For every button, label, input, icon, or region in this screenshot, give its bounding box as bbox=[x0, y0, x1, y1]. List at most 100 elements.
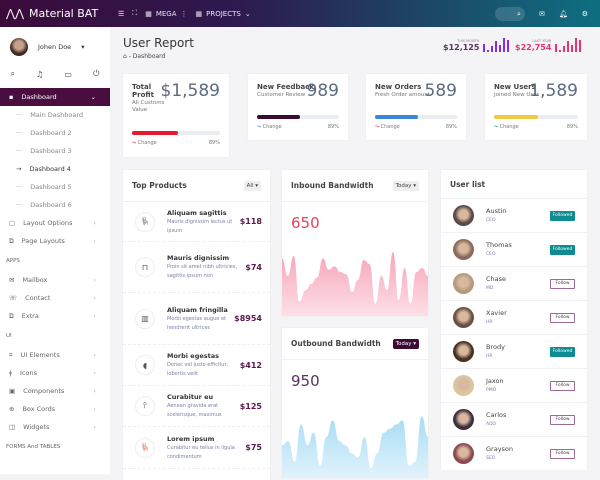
follow-button[interactable]: Follow bbox=[550, 312, 575, 323]
avatar bbox=[453, 239, 474, 260]
card-title: User list bbox=[450, 179, 486, 189]
stat-progress-bar bbox=[494, 115, 578, 119]
user-role: HR bbox=[486, 353, 493, 359]
stat-value: 589 bbox=[424, 81, 457, 101]
chevron-right-icon: › bbox=[93, 351, 96, 359]
chevron-right-icon: › bbox=[93, 276, 96, 284]
gear-icon[interactable]: ⚙ bbox=[581, 9, 588, 18]
sidebar-item-dashboard-3[interactable]: ··· Dashboard 3 bbox=[16, 147, 72, 155]
product-name: Curabitur eu bbox=[167, 393, 214, 401]
user-role: SEO bbox=[486, 455, 496, 461]
fullscreen-icon[interactable]: ⛶ bbox=[132, 9, 138, 17]
stat-subtitle: Joined New User bbox=[494, 92, 539, 98]
breadcrumb-dashboard[interactable]: Dashboard bbox=[132, 53, 166, 60]
chevron-right-icon: › bbox=[93, 312, 96, 320]
avatar bbox=[453, 409, 474, 430]
chevron-down-icon: ⌄ bbox=[90, 93, 96, 101]
bell-icon[interactable]: 🔔︎ bbox=[558, 9, 568, 18]
mail-icon[interactable]: ✉ bbox=[538, 9, 545, 18]
card-title: Inbound Bandwidth bbox=[291, 181, 374, 190]
product-row[interactable]: ⫯ Curabitur eu Aenean gravida erat sceleri… bbox=[123, 386, 270, 427]
product-row[interactable]: 🪑︎ Aliquam sagittis Mauris dignissim lectu… bbox=[123, 202, 270, 242]
product-price: $125 bbox=[239, 401, 262, 411]
sidebar-item-dashboard-6[interactable]: ··· Dashboard 6 bbox=[16, 201, 72, 209]
sidebar-item-dashboard-4[interactable]: → Dashboard 4 bbox=[16, 165, 71, 173]
card-title: Top Products bbox=[132, 181, 187, 190]
armchair-icon: ◖ bbox=[135, 355, 155, 375]
mail-icon: ✉ bbox=[9, 276, 15, 284]
user-row: Thomas CEO Followed bbox=[441, 233, 587, 267]
power-icon[interactable]: ⏻ bbox=[93, 69, 100, 78]
globe-icon: ⊕ bbox=[9, 405, 15, 413]
breadcrumb: ⌂ - Dashboard bbox=[123, 53, 166, 60]
stat-progress-bar bbox=[257, 115, 339, 119]
product-desc: Morbi egestas augue et hendrerit ultrice… bbox=[167, 315, 227, 331]
product-row[interactable]: ▥ Aliquam fringilla Morbi egestas augue et… bbox=[123, 293, 270, 345]
search-input[interactable]: ⌕ bbox=[494, 6, 525, 21]
product-desc: Mauris dignissim lectus ut ipsum bbox=[167, 218, 233, 234]
product-row[interactable]: 🪑︎ Lorem ipsum Curabitur eu tellus in ligu… bbox=[123, 427, 270, 469]
follow-button[interactable]: Follow bbox=[550, 278, 575, 289]
followed-button[interactable]: Followed bbox=[550, 346, 575, 357]
sidebar-item-mailbox[interactable]: ✉ Mailbox › bbox=[9, 276, 96, 284]
stat-title: New Orders Fresh Order amount bbox=[375, 83, 430, 98]
sidebar-item-contact[interactable]: ☏ Contact › bbox=[9, 294, 96, 302]
user-name: Thomas bbox=[486, 240, 512, 249]
sidebar-item-widgets[interactable]: ◫ Widgets › bbox=[9, 423, 96, 431]
pages-icon: ⧉ bbox=[9, 236, 14, 245]
inbound-filter-dropdown[interactable]: Today ▾ bbox=[392, 180, 419, 191]
product-desc: Aenean gravida erat scelerisque, maximus bbox=[167, 403, 222, 418]
avatar bbox=[453, 443, 474, 464]
brand[interactable]: ⋀⋀ Material BAT bbox=[6, 7, 99, 20]
sidebar-item-dashboard[interactable]: ▪ Dashboard ⌄ bbox=[0, 88, 110, 106]
top-bar: ⋀⋀ Material BAT ☰ ⛶ ▦ MEGA ⋮ ▦ PROJECTS ⌄… bbox=[0, 0, 600, 27]
sidebar-item-page-layouts[interactable]: ⧉ Page Layouts › bbox=[9, 236, 96, 246]
menu-toggle-icon[interactable]: ☰ bbox=[118, 9, 125, 18]
user-row: Carlos ADO Follow bbox=[441, 403, 587, 437]
chat-icon[interactable]: ▭ bbox=[64, 69, 72, 79]
section-forms: FORMS And TABLES bbox=[6, 443, 61, 450]
user-profile[interactable]: Johen Doe ▾ bbox=[0, 27, 110, 67]
stat-progress-bar bbox=[375, 115, 457, 119]
sidebar-item-ui-elements[interactable]: ⌗ UI Elements › bbox=[9, 350, 96, 360]
home-icon[interactable]: ⌂ bbox=[123, 53, 127, 60]
user-row: Jaxon PMO Follow bbox=[441, 369, 587, 403]
sidebar-item-dashboard-2[interactable]: ··· Dashboard 2 bbox=[16, 129, 72, 137]
dots-icon: ··· bbox=[16, 111, 23, 119]
followed-button[interactable]: Followed bbox=[550, 210, 575, 221]
follow-button[interactable]: Follow bbox=[550, 448, 575, 459]
product-row[interactable]: ⊓ Mauris dignissim Proin sit amet nibh ult… bbox=[123, 242, 270, 293]
sidebar-item-layout-options[interactable]: ▢ Layout Options › bbox=[9, 219, 96, 227]
table-icon: ⊓ bbox=[135, 257, 155, 277]
chevron-right-icon: › bbox=[93, 423, 96, 431]
followed-button[interactable]: Followed bbox=[550, 244, 575, 255]
sidebar-item-box-cords[interactable]: ⊕ Box Cords › bbox=[9, 405, 96, 413]
sidebar-item-components[interactable]: ▣ Components › bbox=[9, 387, 96, 395]
avatar bbox=[10, 38, 28, 56]
stat-progress-bar bbox=[132, 131, 220, 135]
bell-icon[interactable]: ♫ bbox=[36, 69, 44, 79]
product-row[interactable]: ◖ Morbi egestas Donec vel justo efficitur,… bbox=[123, 345, 270, 386]
projects-menu[interactable]: ▦ PROJECTS ⌄ bbox=[195, 9, 251, 18]
inbound-area-series bbox=[282, 252, 428, 316]
search-icon[interactable]: ⌕ bbox=[10, 69, 16, 78]
user-name: Carlos bbox=[486, 410, 507, 419]
product-price: $74 bbox=[245, 262, 262, 272]
sidebar-item-icons[interactable]: ǂ Icons › bbox=[9, 369, 96, 377]
sidebar-item-dashboard-5[interactable]: ··· Dashboard 5 bbox=[16, 183, 72, 191]
chevron-right-icon: › bbox=[93, 219, 96, 227]
products-filter-dropdown[interactable]: All ▾ bbox=[243, 180, 261, 191]
follow-button[interactable]: Follow bbox=[550, 414, 575, 425]
chevron-right-icon: › bbox=[93, 294, 96, 302]
user-list-card: User list Austin CEO Followed Thomas CEO Foll… bbox=[441, 170, 587, 471]
sidebar-item-main-dashboard[interactable]: ··· Main Dashboard bbox=[16, 111, 84, 119]
chevron-right-icon: › bbox=[93, 369, 96, 377]
mega-menu[interactable]: ▦ MEGA ⋮ bbox=[145, 9, 188, 18]
stat-subtitle: Fresh Order amount bbox=[375, 92, 430, 98]
user-row: Brody HR Followed bbox=[441, 335, 587, 369]
product-price: $118 bbox=[239, 217, 262, 226]
sidebar-item-extra[interactable]: ⧉ Extra › bbox=[9, 311, 96, 321]
product-name: Aliquam fringilla bbox=[167, 305, 228, 314]
outbound-filter-dropdown[interactable]: Today ▾ bbox=[392, 338, 419, 349]
follow-button[interactable]: Follow bbox=[550, 380, 575, 391]
